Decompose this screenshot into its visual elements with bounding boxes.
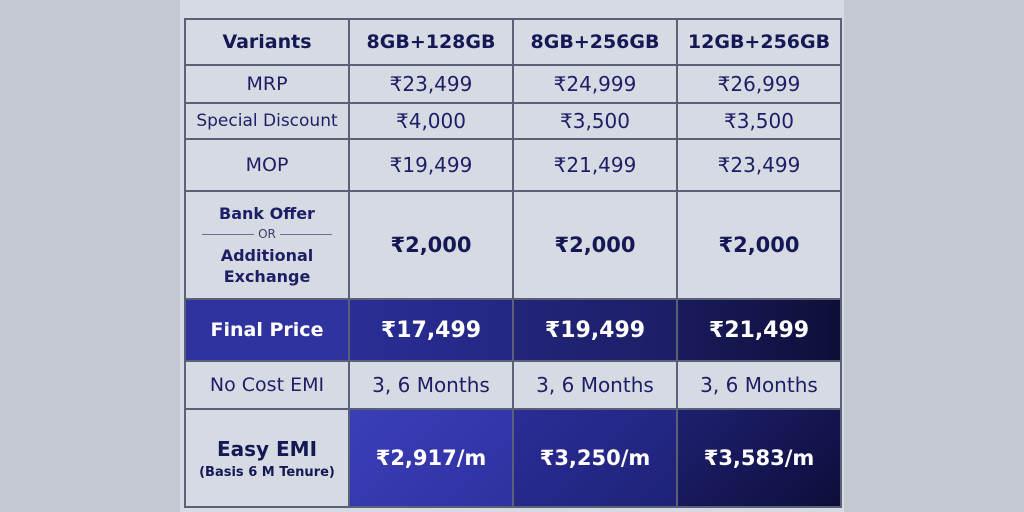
easy-emi-value-3: ₹3,583/m [676, 408, 842, 508]
discount-value-3: ₹3,500 [676, 102, 842, 140]
exchange-line: Exchange [223, 267, 311, 286]
no-cost-emi-value-1: 3, 6 Months [348, 360, 514, 410]
final-price-label: Final Price [184, 298, 350, 362]
easy-emi-label: Easy EMI (Basis 6 M Tenure) [184, 408, 350, 508]
or-text: OR [258, 227, 276, 241]
mop-value-3: ₹23,499 [676, 138, 842, 192]
mop-label: MOP [184, 138, 350, 192]
header-variant-3: 12GB+256GB [676, 18, 842, 66]
mrp-value-1: ₹23,499 [348, 64, 514, 104]
price-table: Variants 8GB+128GB 8GB+256GB 12GB+256GB … [184, 18, 842, 508]
mop-row: MOP ₹19,499 ₹21,499 ₹23,499 [184, 138, 842, 192]
no-cost-emi-row: No Cost EMI 3, 6 Months 3, 6 Months 3, 6… [184, 360, 842, 410]
mop-value-1: ₹19,499 [348, 138, 514, 192]
final-price-value-2: ₹19,499 [512, 298, 678, 362]
or-divider: OR [188, 224, 346, 245]
bank-offer-row: Bank Offer OR Additional Exchange ₹2,000… [184, 190, 842, 300]
additional-line: Additional [220, 246, 314, 265]
header-variant-1: 8GB+128GB [348, 18, 514, 66]
easy-emi-value-2: ₹3,250/m [512, 408, 678, 508]
mrp-value-3: ₹26,999 [676, 64, 842, 104]
mrp-row: MRP ₹23,499 ₹24,999 ₹26,999 [184, 64, 842, 104]
bank-offer-value-1: ₹2,000 [348, 190, 514, 300]
discount-value-2: ₹3,500 [512, 102, 678, 140]
discount-value-1: ₹4,000 [348, 102, 514, 140]
bank-offer-value-3: ₹2,000 [676, 190, 842, 300]
no-cost-emi-value-2: 3, 6 Months [512, 360, 678, 410]
easy-emi-sublabel: (Basis 6 M Tenure) [199, 464, 335, 480]
mrp-label: MRP [184, 64, 350, 104]
header-variant-2: 8GB+256GB [512, 18, 678, 66]
final-price-row: Final Price ₹17,499 ₹19,499 ₹21,499 [184, 298, 842, 362]
discount-row: Special Discount ₹4,000 ₹3,500 ₹3,500 [184, 102, 842, 140]
easy-emi-row: Easy EMI (Basis 6 M Tenure) ₹2,917/m ₹3,… [184, 408, 842, 508]
mop-value-2: ₹21,499 [512, 138, 678, 192]
mrp-value-2: ₹24,999 [512, 64, 678, 104]
bank-offer-label: Bank Offer OR Additional Exchange [184, 190, 350, 300]
divider-line-left [202, 234, 255, 235]
no-cost-emi-label: No Cost EMI [184, 360, 350, 410]
final-price-value-1: ₹17,499 [348, 298, 514, 362]
divider-line-right [279, 234, 332, 235]
bank-offer-line: Bank Offer [219, 204, 315, 223]
discount-label: Special Discount [184, 102, 350, 140]
bank-offer-value-2: ₹2,000 [512, 190, 678, 300]
header-variants: Variants [184, 18, 350, 66]
final-price-value-3: ₹21,499 [676, 298, 842, 362]
header-row: Variants 8GB+128GB 8GB+256GB 12GB+256GB [184, 18, 842, 66]
easy-emi-value-1: ₹2,917/m [348, 408, 514, 508]
no-cost-emi-value-3: 3, 6 Months [676, 360, 842, 410]
easy-emi-title: Easy EMI [216, 436, 318, 461]
